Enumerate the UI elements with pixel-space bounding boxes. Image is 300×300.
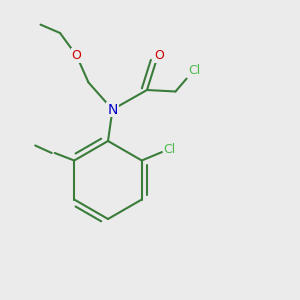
Text: N: N bbox=[107, 103, 118, 116]
Text: O: O bbox=[155, 49, 164, 62]
Text: O: O bbox=[72, 49, 81, 62]
Text: Cl: Cl bbox=[164, 142, 176, 156]
Text: Cl: Cl bbox=[188, 64, 200, 77]
